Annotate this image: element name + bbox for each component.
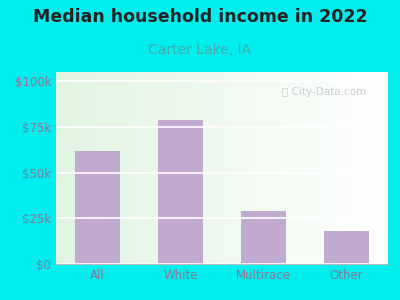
Bar — [241, 211, 286, 264]
Text: Carter Lake, IA: Carter Lake, IA — [148, 44, 252, 58]
Bar — [324, 231, 369, 264]
Bar — [75, 151, 120, 264]
Text: ⓘ City-Data.com: ⓘ City-Data.com — [282, 87, 366, 98]
Bar — [158, 119, 203, 264]
Text: Median household income in 2022: Median household income in 2022 — [33, 8, 367, 26]
